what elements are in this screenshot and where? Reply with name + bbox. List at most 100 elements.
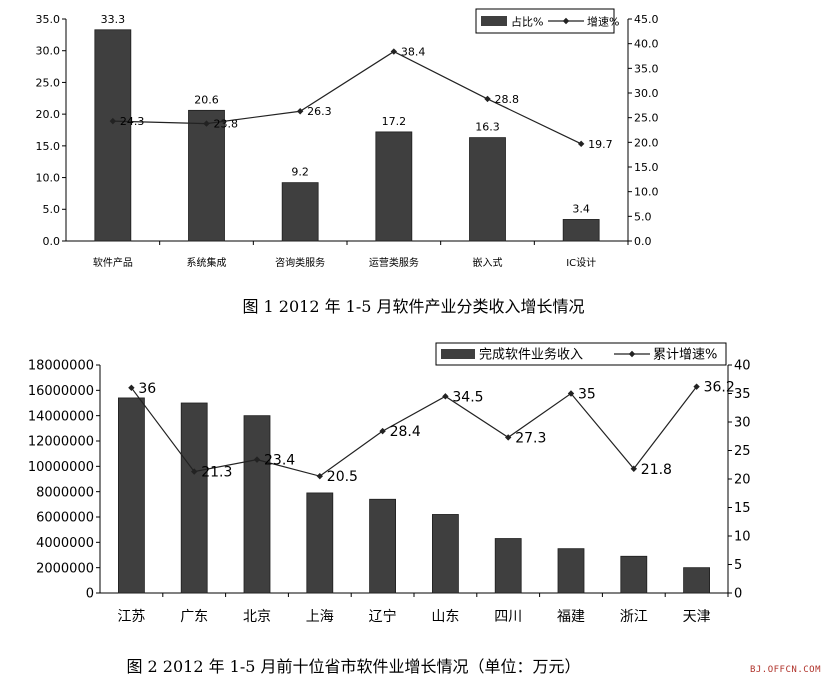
- chart1-bar-value-label: 17.2: [382, 115, 407, 128]
- chart2-category-label: 浙江: [620, 609, 648, 625]
- chart2-right-tick-label: 5: [734, 558, 742, 573]
- chart2-legend-bar-label: 完成软件业务收入: [479, 347, 583, 363]
- chart2-left-tick-label: 10000000: [28, 460, 94, 475]
- chart2-left-tick-label: 16000000: [28, 384, 94, 399]
- chart2-growth-line: [130, 386, 698, 477]
- chart1-right-tick-label: 10.0: [634, 186, 659, 199]
- chart2-bar: [431, 514, 459, 594]
- chart1-bar: [281, 182, 319, 242]
- chart2-growth-value-label: 34.5: [452, 389, 483, 405]
- chart2-category-label: 福建: [557, 609, 585, 625]
- chart2-growth-value-label: 35: [578, 387, 596, 403]
- chart1-left-tick-label: 30.0: [36, 45, 61, 58]
- chart2-legend-box: [435, 342, 727, 366]
- chart1-bar-value-label: 33.3: [101, 13, 126, 26]
- chart2-left-tick-label: 6000000: [36, 511, 94, 526]
- chart1-left-tick-label: 20.0: [36, 108, 61, 121]
- chart1-growth-line: [112, 50, 582, 145]
- chart1-bar: [469, 137, 506, 242]
- chart2-left-tick-label: 2000000: [36, 561, 94, 576]
- chart2-category-label: 江苏: [117, 609, 145, 625]
- chart1-category-label: 系统集成: [187, 256, 227, 269]
- chart2-bar: [620, 555, 648, 594]
- chart1-bar-value-label: 20.6: [194, 93, 219, 106]
- chart2-left-tick-label: 12000000: [28, 435, 94, 450]
- chart1-growth-point: [390, 48, 398, 55]
- chart2-caption: 图 2 2012 年 1-5 月前十位省市软件业增长情况（单位：万元）: [126, 657, 581, 676]
- chart2-category-label: 辽宁: [369, 608, 397, 625]
- chart1-legend-line-marker: [562, 17, 570, 25]
- chart2-legend-bar-swatch: [441, 349, 475, 359]
- chart2-right-tick-label: 25: [734, 444, 751, 459]
- chart2-bar: [306, 492, 334, 594]
- chart2-category-label: 上海: [306, 609, 334, 625]
- chart1-growth-value-label: 28.8: [495, 93, 520, 106]
- chart2-right-tick-label: 15: [734, 501, 751, 516]
- chart2-legend-line-marker: [628, 350, 636, 358]
- chart1-left-tick-label: 0.0: [43, 235, 61, 248]
- chart1-category-label: 嵌入式: [473, 256, 503, 269]
- chart1-left-tick-label: 15.0: [36, 140, 61, 153]
- chart1-right-tick-label: 25.0: [634, 112, 659, 125]
- chart1-left-tick-label: 10.0: [36, 172, 61, 185]
- chart2-right-tick-label: 35: [734, 387, 751, 402]
- chart2-growth-value-label: 21.3: [201, 465, 232, 481]
- chart2-growth-point: [567, 390, 575, 397]
- chart2-right-tick-label: 20: [734, 473, 751, 488]
- chart2-growth-point: [693, 383, 700, 390]
- chart2-legend-line-label: 累计增速%: [653, 348, 717, 363]
- chart1-legend-bar-label: 占比%: [511, 15, 543, 29]
- chart1-bar: [375, 131, 413, 242]
- chart1-legend-bar-swatch: [481, 16, 507, 26]
- chart1-growth-point: [203, 120, 210, 127]
- chart2-growth-point: [505, 434, 512, 441]
- chart2-category-label: 四川: [494, 609, 522, 625]
- chart2-left-tick-label: 14000000: [28, 409, 94, 424]
- chart2-right-tick-label: 0: [734, 587, 742, 602]
- chart1-right-tick-label: 20.0: [634, 136, 659, 149]
- chart2-growth-point: [191, 468, 198, 475]
- chart2-growth-point: [128, 384, 135, 391]
- chart1-growth-point: [484, 95, 491, 103]
- chart1-growth-value-label: 19.7: [588, 138, 613, 151]
- chart2-bar: [118, 397, 145, 594]
- chart2-growth-point: [316, 472, 323, 480]
- chart1-legend-line-label: 增速%: [587, 15, 619, 29]
- watermark: BJ.OFFCN.COM: [749, 665, 821, 675]
- chart1-bar: [188, 109, 225, 242]
- chart1-caption: 图 1 2012 年 1-5 月软件产业分类收入增长情况: [242, 297, 585, 316]
- chart1-growth-point: [109, 117, 117, 125]
- chart2-bar: [494, 538, 522, 594]
- chart2-bar: [557, 548, 585, 594]
- chart1-left-tick-label: 25.0: [36, 76, 61, 89]
- chart1-growth-value-label: 23.8: [214, 118, 239, 131]
- chart1-left-tick-label: 5.0: [43, 203, 61, 216]
- chart2-bar: [243, 415, 271, 594]
- chart2-growth-value-label: 36: [138, 381, 156, 397]
- chart2-bar: [180, 402, 208, 594]
- chart2-left-tick-label: 0: [86, 587, 94, 602]
- chart1-category-label: 咨询类服务: [275, 256, 325, 269]
- chart1-bar: [562, 219, 600, 242]
- chart2-right-tick-label: 10: [734, 530, 751, 545]
- chart2-growth-point: [630, 465, 637, 472]
- chart2-growth-value-label: 21.8: [641, 462, 672, 478]
- chart2-growth-value-label: 23.4: [264, 453, 295, 469]
- chart1-right-tick-label: 0.0: [634, 235, 652, 248]
- chart1-bar: [94, 29, 132, 242]
- chart1-growth-point: [577, 140, 585, 148]
- chart2-right-tick-label: 30: [734, 416, 751, 431]
- chart1-left-tick-label: 35.0: [36, 13, 61, 26]
- chart2-category-label: 广东: [180, 609, 208, 625]
- chart1-growth-value-label: 38.4: [401, 46, 426, 59]
- chart2-growth-value-label: 28.4: [390, 424, 421, 440]
- chart2-category-label: 天津: [683, 609, 711, 625]
- chart2-left-tick-label: 8000000: [36, 485, 94, 500]
- chart1-category-label: IC设计: [566, 256, 596, 269]
- chart2-bar: [683, 567, 710, 594]
- chart2-growth-point: [442, 393, 449, 400]
- chart1-growth-value-label: 26.3: [307, 105, 332, 118]
- chart1-bar-value-label: 3.4: [572, 202, 590, 215]
- chart1-category-label: 运营类服务: [369, 256, 419, 269]
